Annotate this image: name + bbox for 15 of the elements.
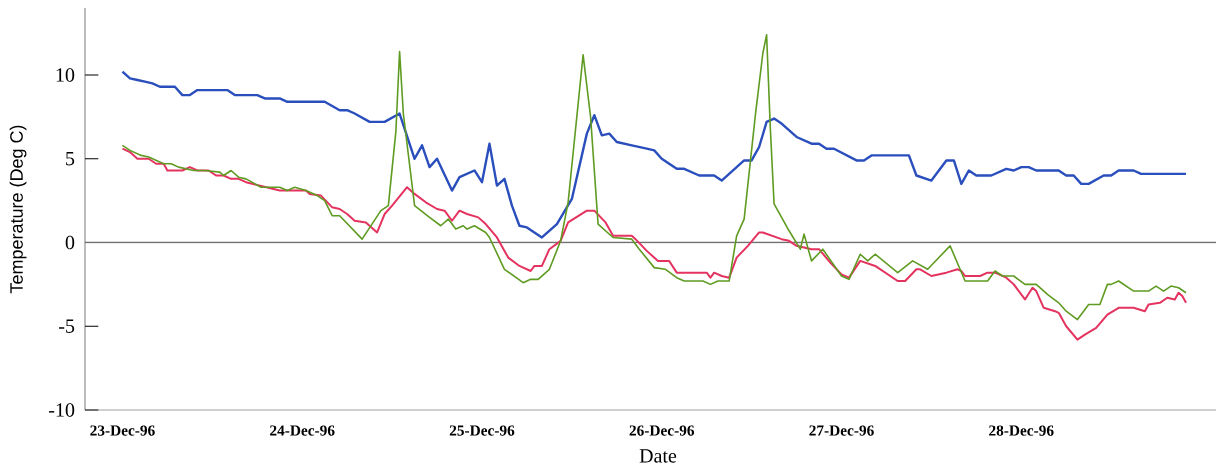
x-tick-label: 26-Dec-96 — [629, 425, 695, 436]
y-tick-label: 0 — [65, 235, 75, 250]
y-tick-label: 5 — [66, 152, 75, 166]
y-tick-label: -10 — [49, 403, 75, 417]
line-series — [121, 70, 1188, 239]
x-tick-label: 25-Dec-96 — [449, 425, 515, 436]
y-tick-label: 10 — [56, 68, 75, 82]
x-tick-label: 28-Dec-96 — [989, 425, 1054, 436]
x-tick-label: 27-Dec-96 — [809, 425, 874, 436]
line-series — [121, 147, 1188, 341]
x-tick-label: 24-Dec-96 — [270, 425, 335, 436]
y-axis-title: Temperature (Deg C) — [9, 125, 27, 294]
x-tick-label: 23-Dec-96 — [90, 425, 155, 436]
y-tick-label: -5 — [59, 319, 75, 333]
x-axis-title: Date — [639, 449, 677, 463]
